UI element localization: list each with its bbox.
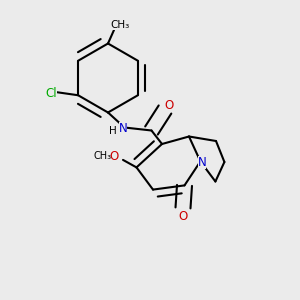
Text: CH₃: CH₃ bbox=[94, 151, 112, 161]
Text: N: N bbox=[118, 122, 127, 135]
Text: CH₃: CH₃ bbox=[110, 20, 130, 30]
Text: Cl: Cl bbox=[45, 87, 57, 100]
Text: H: H bbox=[109, 125, 117, 136]
Text: O: O bbox=[178, 210, 188, 224]
Text: O: O bbox=[110, 150, 118, 164]
Text: O: O bbox=[164, 99, 173, 112]
Text: N: N bbox=[197, 156, 206, 169]
